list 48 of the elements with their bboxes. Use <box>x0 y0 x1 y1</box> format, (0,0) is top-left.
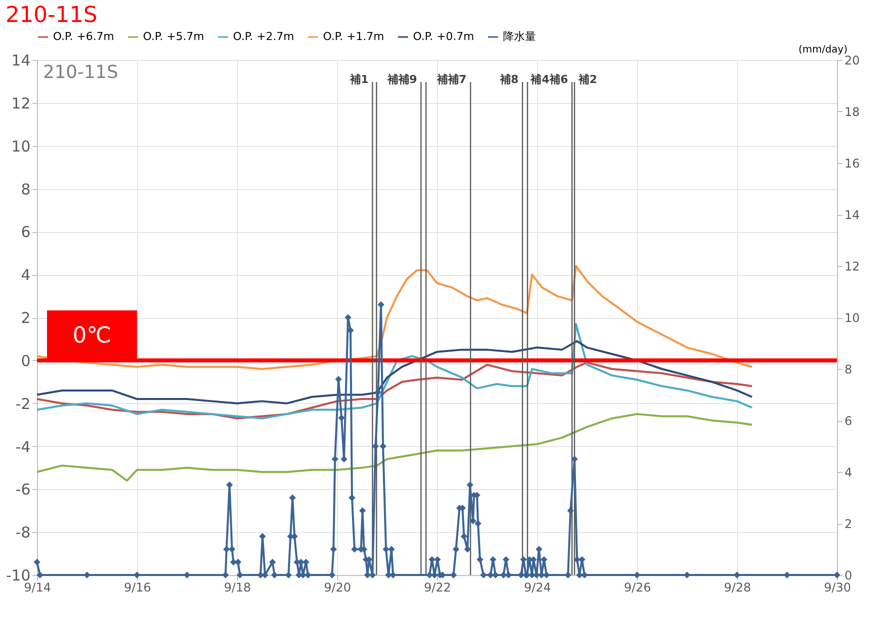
chart-subtitle: 210-11S <box>6 3 98 28</box>
x-tick-label: 9/30 <box>824 580 851 594</box>
y2-axis-title: (mm/day) <box>798 44 848 56</box>
y-tick-label: 8 <box>20 180 30 198</box>
y2-tick-label: 2 <box>844 517 852 531</box>
y-tick-label: -4 <box>16 438 30 456</box>
y-tick-label: 0 <box>20 352 30 370</box>
legend-label: 降水量 <box>503 30 536 43</box>
ref-line-label: 補8 <box>498 73 518 86</box>
ref-line-label: 0℃ <box>72 323 112 348</box>
y2-tick-label: 4 <box>844 466 852 480</box>
legend-label: O.P. +5.7m <box>143 30 204 43</box>
legend-label: O.P. +1.7m <box>323 30 384 43</box>
ref-line-label: 補1 <box>348 73 368 86</box>
y2-tick-label: 16 <box>844 156 860 170</box>
y-tick-label: 12 <box>11 94 30 112</box>
x-tick-label: 9/28 <box>724 580 751 594</box>
y-tick-label: 4 <box>20 266 30 284</box>
ref-line-label: 補補7 <box>436 73 467 86</box>
y2-tick-label: 6 <box>844 414 852 428</box>
y2-tick-label: 12 <box>844 260 860 274</box>
x-tick-label: 9/20 <box>324 580 351 594</box>
x-tick-label: 9/22 <box>424 580 451 594</box>
ref-line-label: 補4補6 <box>530 73 568 86</box>
x-tick-label: 9/14 <box>24 580 51 594</box>
y2-tick-label: 0 <box>844 568 852 582</box>
y2-tick-label: 18 <box>844 105 860 119</box>
ref-line-label: 補補9 <box>386 73 417 86</box>
y-tick-label: -6 <box>16 480 30 499</box>
y-tick-label: -2 <box>16 394 30 413</box>
y-tick-label: 10 <box>11 137 30 156</box>
x-tick-label: 9/16 <box>124 580 151 594</box>
x-tick-label: 9/24 <box>524 580 551 594</box>
y2-tick-label: 14 <box>844 208 860 222</box>
y-tick-label: 14 <box>11 52 30 70</box>
y2-tick-label: 20 <box>844 54 860 68</box>
y-tick-label: -8 <box>16 524 30 542</box>
y2-tick-label: 10 <box>844 311 860 325</box>
legend-label: O.P. +6.7m <box>53 30 114 43</box>
x-tick-label: 9/26 <box>624 580 651 594</box>
ref-line-label: 補2 <box>578 73 598 86</box>
legend-label: O.P. +2.7m <box>233 30 294 43</box>
y-tick-label: 2 <box>20 309 30 327</box>
y2-tick-label: 8 <box>844 362 852 376</box>
chart-title: 210-11S <box>43 62 118 83</box>
legend-label: O.P. +0.7m <box>413 30 474 43</box>
x-tick-label: 9/18 <box>224 580 251 594</box>
y-tick-label: 6 <box>20 223 30 242</box>
